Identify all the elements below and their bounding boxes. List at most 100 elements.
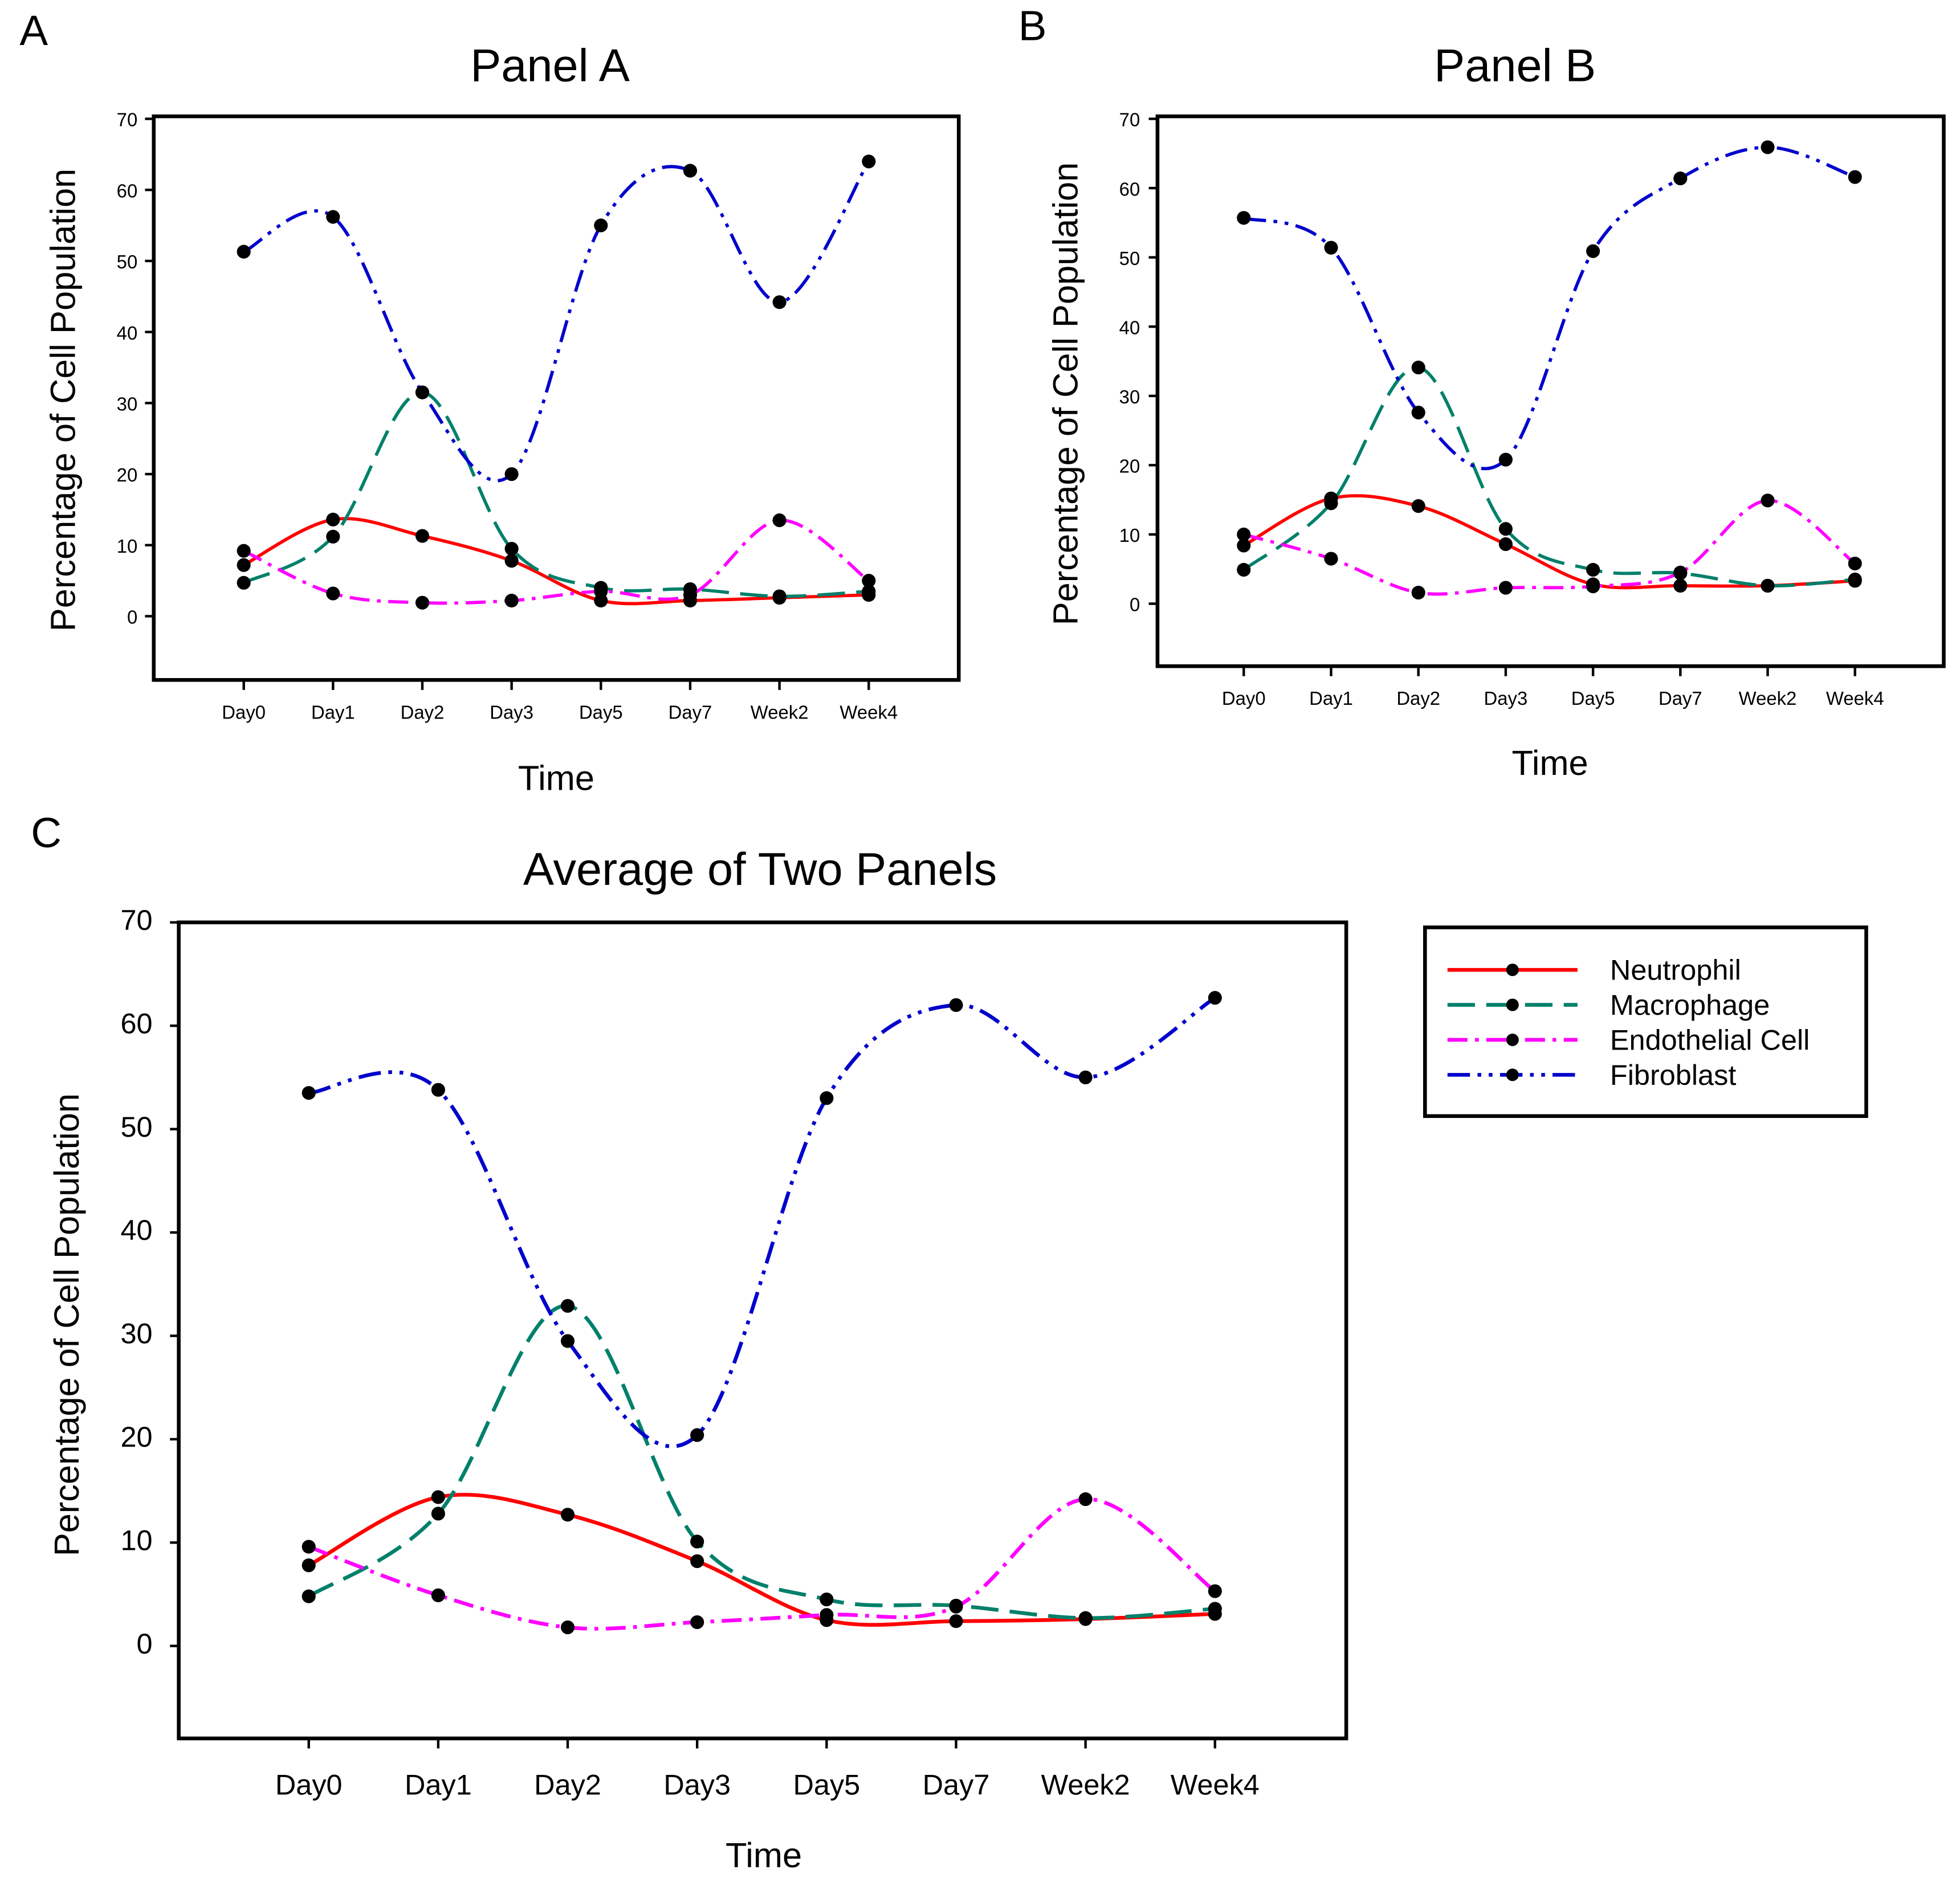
x-tick-label: Week4 (1171, 1769, 1260, 1801)
data-point-fibroblast (504, 467, 519, 481)
legend-marker (1506, 998, 1519, 1011)
y-axis-label: Percentage of Cell Population (44, 169, 83, 631)
data-point-fibroblast (1498, 452, 1513, 467)
data-point-endothelial-cell (560, 1620, 575, 1635)
panel-letter: C (31, 809, 62, 856)
chart-title: Panel B (1434, 40, 1596, 92)
y-tick-label: 10 (120, 1524, 152, 1556)
series-line-macrophage (243, 390, 869, 598)
chart-title: Panel A (470, 40, 630, 92)
data-point-endothelial-cell (594, 584, 608, 598)
data-point-endothelial-cell (1237, 527, 1251, 542)
data-point-endothelial-cell (862, 574, 876, 588)
panel-c: C Average of Two Panels 0 10 20 30 40 50 60 70 Day… (31, 809, 1348, 1875)
x-tick-label: Day5 (579, 701, 623, 722)
x-tick-label: Day2 (534, 1769, 601, 1801)
x-tick-label: Day7 (669, 701, 712, 722)
y-tick-label: 30 (1119, 386, 1140, 407)
x-tick-label: Day0 (1222, 688, 1266, 709)
data-point-neutrophil (560, 1508, 575, 1522)
data-point-fibroblast (237, 244, 251, 259)
series-line-neutrophil (1242, 494, 1855, 590)
data-point-endothelial-cell (326, 586, 340, 601)
y-axis-label: Percentage of Cell Population (1046, 162, 1086, 625)
data-point-macrophage (820, 1592, 834, 1607)
data-point-macrophage (326, 529, 340, 544)
data-point-fibroblast (594, 218, 608, 232)
data-point-fibroblast (683, 164, 698, 178)
y-tick-label: 10 (1119, 525, 1140, 546)
y-tick-label: 70 (120, 904, 152, 936)
data-point-fibroblast (1586, 244, 1600, 258)
y-tick-label: 40 (1119, 317, 1140, 338)
data-point-fibroblast (1673, 172, 1688, 186)
data-point-endothelial-cell (1498, 581, 1513, 595)
y-tick-label: 60 (1119, 178, 1140, 199)
data-point-macrophage (301, 1589, 316, 1603)
data-point-fibroblast (772, 295, 787, 309)
y-tick-label: 60 (120, 1007, 152, 1039)
data-point-fibroblast (1078, 1070, 1093, 1084)
y-tick-label: 50 (1119, 248, 1140, 269)
data-point-fibroblast (1237, 211, 1251, 225)
x-tick-label: Day5 (793, 1769, 860, 1801)
y-tick-label: 70 (1119, 109, 1140, 130)
data-point-neutrophil (1411, 499, 1425, 513)
data-point-macrophage (1848, 572, 1862, 587)
plot-frame (152, 114, 961, 682)
data-point-macrophage (1208, 1602, 1222, 1616)
data-point-endothelial-cell (301, 1540, 316, 1554)
data-point-fibroblast (1761, 140, 1775, 154)
legend-marker (1506, 1068, 1519, 1081)
x-tick-label: Day3 (663, 1769, 731, 1801)
x-tick-label: Week4 (1826, 688, 1884, 709)
data-point-neutrophil (415, 529, 430, 543)
data-point-fibroblast (326, 210, 340, 224)
data-point-endothelial-cell (772, 513, 787, 528)
data-point-macrophage (504, 541, 519, 556)
panel-a: A Panel A 0 10 20 30 40 50 60 70 Day0 Day1 Day2 Day3 D… (19, 6, 961, 798)
legend-frame (1423, 925, 1868, 1118)
series-line-endothelial-cell (308, 1497, 1216, 1631)
y-tick-label: 60 (117, 180, 138, 201)
x-tick-label: Day0 (275, 1769, 343, 1801)
x-tick-label: Day0 (222, 701, 266, 722)
y-axis-label: Percentage of Cell Population (47, 1093, 87, 1556)
data-point-fibroblast (862, 154, 876, 169)
x-tick-label: Week4 (840, 701, 898, 722)
y-tick-label: 10 (117, 536, 138, 557)
panel-b: B Panel B 0 10 20 30 40 50 60 70 Day0 Day1 Day2 Day3 D… (1018, 1, 1946, 783)
data-point-endothelial-cell (1761, 493, 1775, 508)
series-line-fibroblast (308, 996, 1216, 1448)
legend-label-fibroblast: Fibroblast (1610, 1059, 1736, 1091)
data-point-endothelial-cell (237, 544, 251, 558)
legend-label-endothelial-cell: Endothelial Cell (1610, 1024, 1810, 1056)
data-point-neutrophil (949, 1614, 963, 1628)
data-point-macrophage (1324, 496, 1338, 511)
data-point-endothelial-cell (820, 1608, 834, 1622)
x-axis-label: Time (518, 758, 594, 798)
data-point-macrophage (1078, 1611, 1093, 1625)
series-line-macrophage (1242, 366, 1855, 587)
y-tick-label: 40 (120, 1214, 152, 1246)
legend-label-macrophage: Macrophage (1610, 989, 1770, 1021)
x-tick-label: Day1 (311, 701, 355, 722)
x-tick-label: Day1 (405, 1769, 472, 1801)
x-tick-label: Week2 (751, 701, 809, 722)
data-point-endothelial-cell (1324, 552, 1338, 566)
series-line-macrophage (307, 1304, 1216, 1620)
data-point-neutrophil (237, 558, 251, 572)
data-point-fibroblast (301, 1086, 316, 1100)
data-point-neutrophil (504, 554, 519, 568)
data-point-fibroblast (415, 385, 430, 399)
data-point-macrophage (1237, 562, 1251, 577)
chart-title: Average of Two Panels (523, 844, 997, 895)
x-tick-label: Week2 (1739, 688, 1797, 709)
data-point-endothelial-cell (949, 1599, 963, 1614)
data-point-endothelial-cell (1208, 1584, 1222, 1598)
data-point-fibroblast (949, 998, 963, 1013)
data-point-endothelial-cell (1078, 1492, 1093, 1507)
data-point-macrophage (1586, 562, 1600, 577)
